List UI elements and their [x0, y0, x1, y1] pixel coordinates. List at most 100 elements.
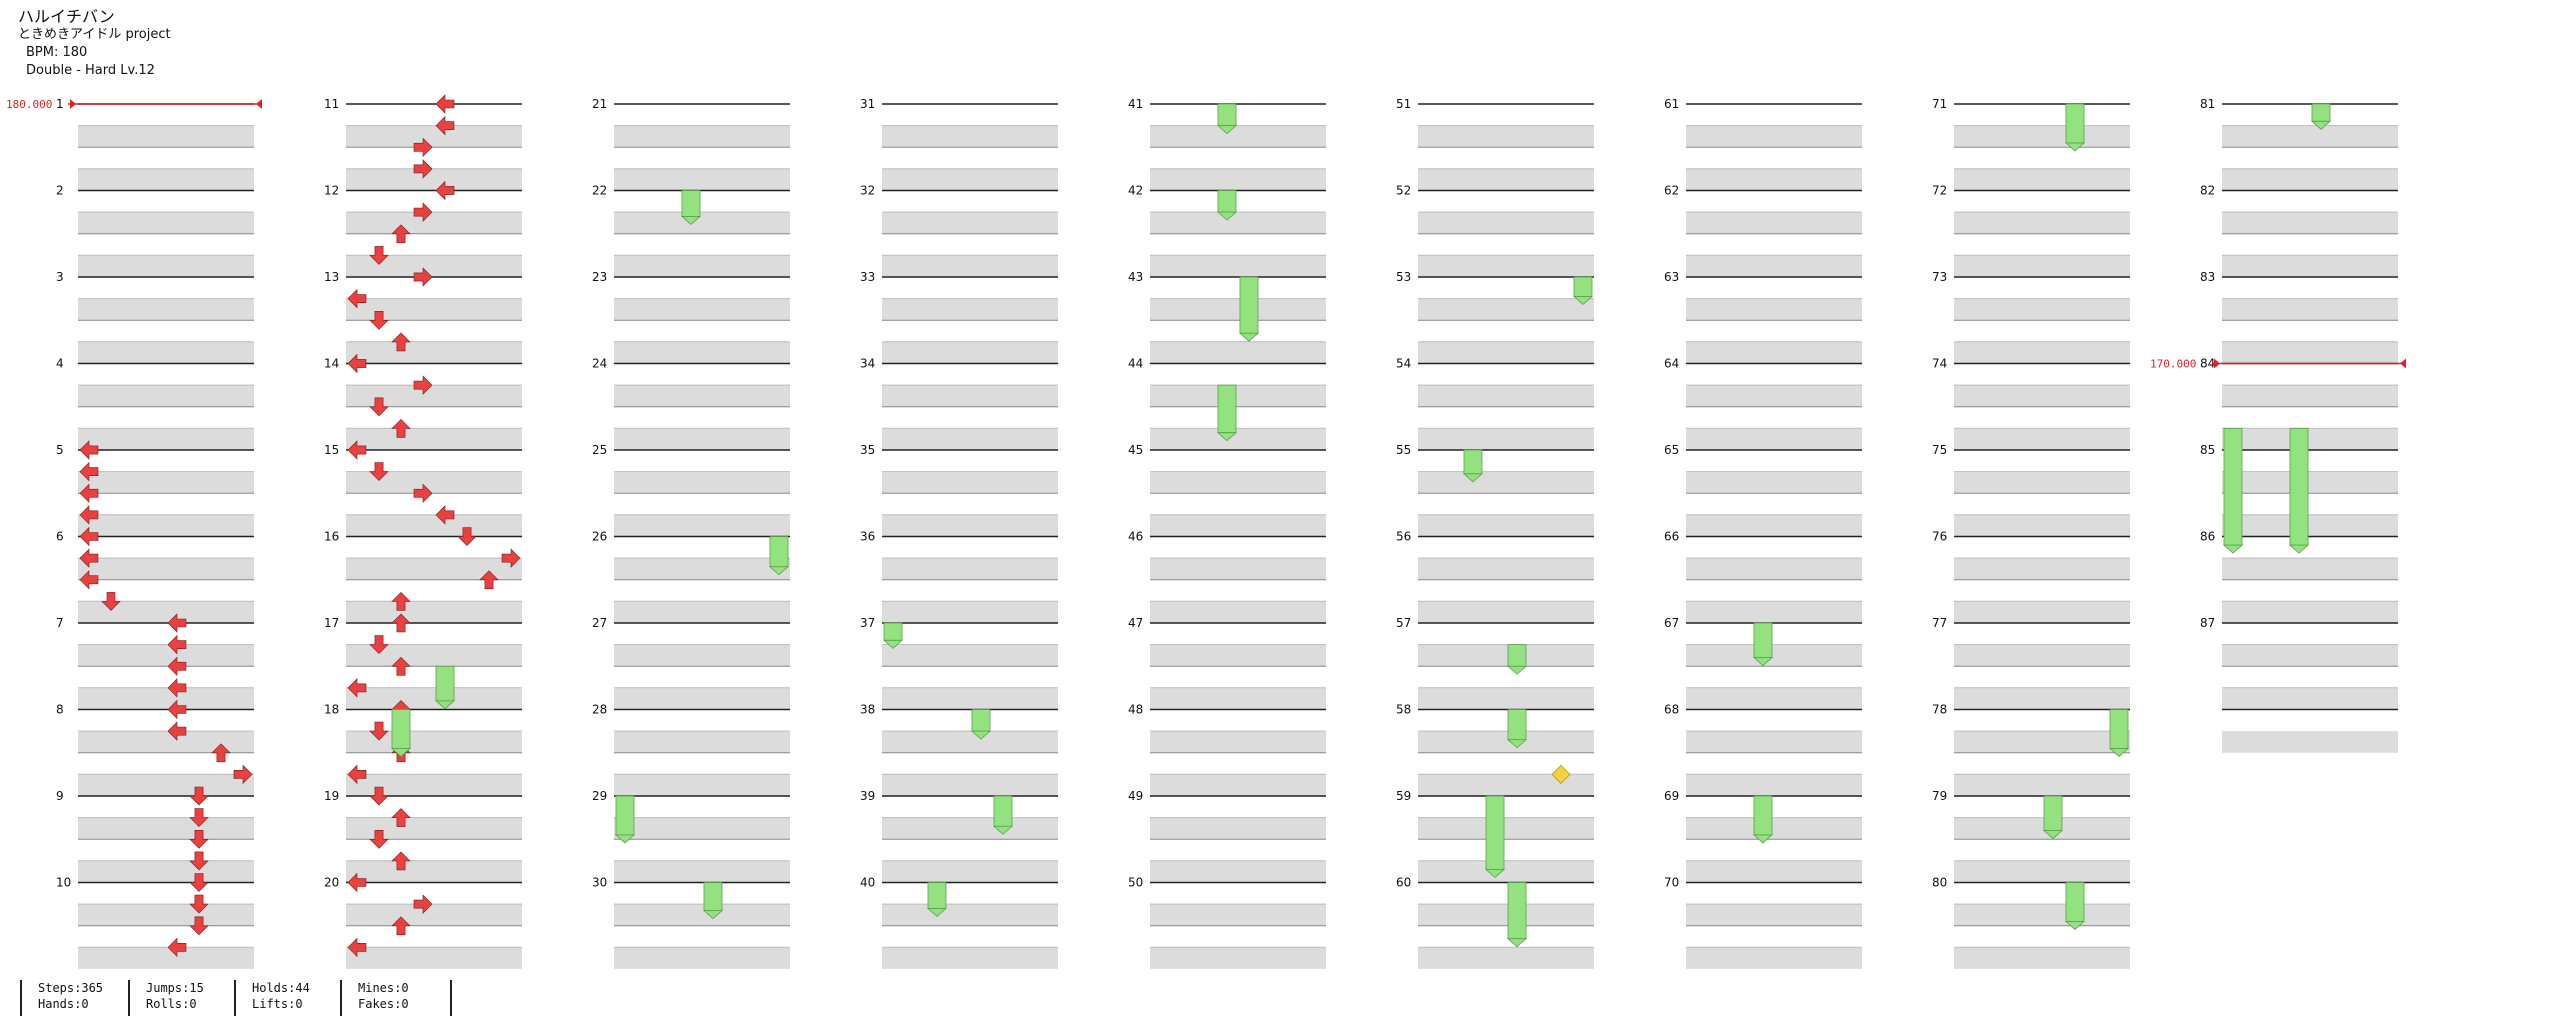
- measure-stripe: [1686, 601, 1862, 623]
- measure-stripe: [614, 731, 790, 753]
- note-arrow-left: [435, 94, 455, 114]
- measure-number: 78: [1932, 703, 1947, 717]
- note-arrow-left: [347, 872, 367, 893]
- measure-stripe: [1686, 731, 1862, 753]
- hold-tail: [1484, 869, 1506, 879]
- measure-number: 58: [1396, 703, 1411, 717]
- hold-tail: [2288, 544, 2310, 554]
- note-arrow-left: [435, 505, 455, 525]
- measure-number: 17: [324, 616, 339, 630]
- note-arrow-left: [79, 461, 99, 482]
- measure-stripe: [1686, 904, 1862, 926]
- measure-number: 10: [56, 876, 71, 890]
- measure-stripe: [78, 255, 254, 277]
- rolls-count: Rolls:0: [146, 997, 197, 1011]
- measure-stripe: [78, 168, 254, 191]
- hold-body: [1217, 190, 1237, 213]
- hold-body: [2065, 882, 2085, 922]
- measure-stripe: [1954, 168, 2130, 191]
- measure-stripe: [1418, 385, 1594, 407]
- note-arrow-left: [167, 613, 187, 633]
- hold-tail: [2222, 544, 2244, 554]
- measure-number: 27: [592, 616, 607, 630]
- hold-body: [1485, 795, 1505, 870]
- hold-tail: [390, 748, 412, 757]
- measure-stripe: [78, 212, 254, 234]
- hold-body: [435, 665, 455, 702]
- measure-stripe: [882, 687, 1058, 710]
- measure-stripe: [614, 428, 790, 450]
- measure-stripe: [1954, 904, 2130, 926]
- measure-number: 13: [324, 270, 339, 284]
- measure-number: 36: [860, 530, 875, 544]
- measure-stripe: [1418, 817, 1594, 840]
- measure-stripe: [346, 947, 522, 969]
- measure-stripe: [78, 687, 254, 710]
- measure-stripe: [2222, 731, 2398, 753]
- hold-tail: [614, 834, 636, 844]
- hold-body: [1507, 644, 1527, 667]
- note-arrow-up: [391, 808, 411, 827]
- hold-tail: [1506, 665, 1528, 675]
- note-arrow-down: [369, 397, 389, 417]
- measure-number: 22: [592, 184, 607, 198]
- measure-stripe: [346, 471, 522, 494]
- measure-stripe: [1954, 731, 2130, 753]
- note-arrow-down: [457, 527, 477, 546]
- holds-count: Holds:44: [252, 981, 310, 995]
- measure-stripe: [1954, 947, 2130, 969]
- measure-stripe: [1686, 255, 1862, 277]
- measure-stripe: [882, 904, 1058, 926]
- measure-number: 32: [860, 184, 875, 198]
- note-arrow-up: [391, 224, 411, 244]
- measure-stripe: [2222, 341, 2398, 364]
- measure-stripe: [614, 904, 790, 926]
- hold-body: [1217, 384, 1237, 434]
- measure-stripe: [614, 774, 790, 796]
- hold-tail: [1216, 211, 1238, 221]
- note-arrow-up: [391, 851, 411, 871]
- note-arrow-down: [189, 786, 209, 806]
- difficulty-label: Double - Hard Lv.12: [26, 63, 155, 78]
- measure-stripe: [346, 774, 522, 796]
- measure-number: 18: [324, 703, 339, 717]
- hold-tail: [992, 825, 1014, 835]
- measure-stripe: [1150, 558, 1326, 580]
- hold-body: [1507, 709, 1527, 741]
- hold-body: [681, 190, 701, 217]
- note-arrow-left: [167, 721, 187, 741]
- measure-number: 40: [860, 876, 875, 890]
- measure-number: 28: [592, 703, 607, 717]
- measure-number: 8: [56, 703, 64, 717]
- measure-stripe: [1686, 168, 1862, 191]
- measure-stripe: [346, 168, 522, 191]
- measure-number: 84: [2200, 357, 2215, 371]
- measure-stripe: [1686, 298, 1862, 321]
- measure-stripe: [346, 601, 522, 623]
- measure-stripe: [1150, 125, 1326, 148]
- measure-stripe: [1418, 558, 1594, 580]
- measure-stripe: [2222, 514, 2398, 537]
- measure-stripe: [614, 514, 790, 537]
- measure-number: 1: [56, 97, 64, 111]
- measure-stripe: [78, 428, 254, 450]
- measure-stripe: [78, 514, 254, 537]
- measure-stripe: [78, 558, 254, 580]
- measure-number: 74: [1932, 357, 1947, 371]
- measure-stripe: [614, 298, 790, 321]
- hold-body: [971, 709, 991, 732]
- hold-tail: [882, 639, 904, 649]
- hold-body: [1753, 622, 1773, 658]
- measure-stripe: [614, 947, 790, 969]
- measure-stripe: [1150, 731, 1326, 753]
- measure-stripe: [1150, 212, 1326, 234]
- measure-number: 35: [860, 443, 875, 457]
- measure-stripe: [78, 644, 254, 667]
- hold-tail: [2064, 142, 2086, 152]
- measure-stripe: [1418, 298, 1594, 321]
- measure-stripe: [1150, 947, 1326, 969]
- note-arrow-up: [479, 570, 499, 590]
- measure-number: 50: [1128, 876, 1143, 890]
- measure-number: 79: [1932, 789, 1947, 803]
- measure-stripe: [1686, 947, 1862, 969]
